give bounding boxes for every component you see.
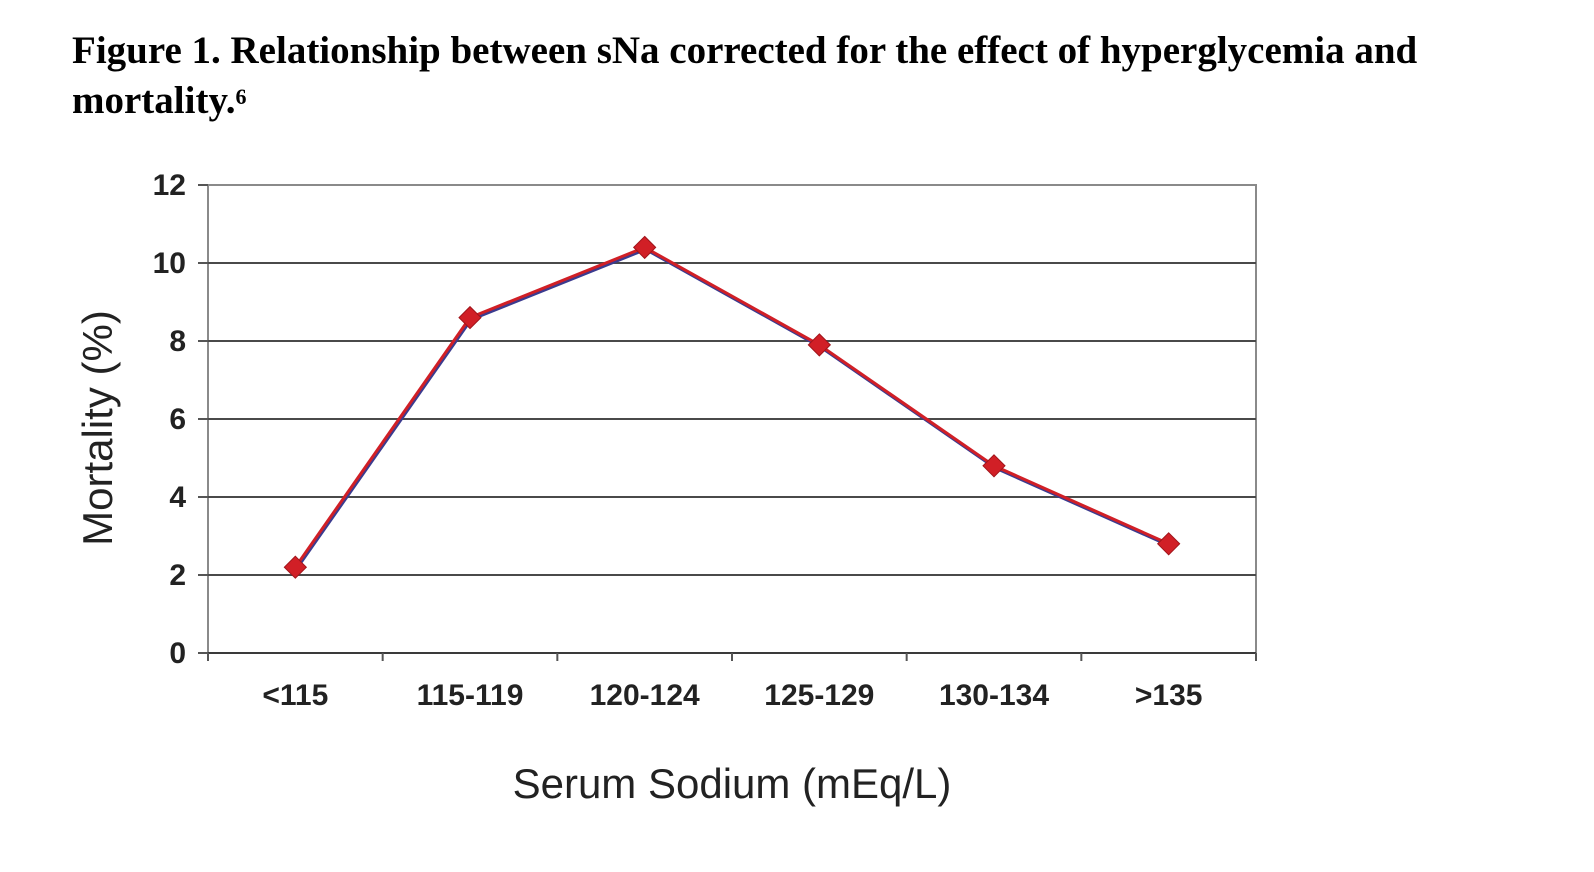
x-tick-label: <115 <box>262 679 328 712</box>
y-axis-ticks: 0 2 4 6 8 10 12 <box>153 169 208 670</box>
y-tick-label: 12 <box>153 169 186 202</box>
data-point-marker <box>1156 532 1181 556</box>
figure-caption: Figure 1. Relationship between sNa corre… <box>72 26 1552 126</box>
data-point-marker <box>283 555 308 579</box>
y-tick-label: 10 <box>153 247 186 280</box>
series-line <box>294 245 1170 569</box>
x-axis-ticks: <115 115-119 120-124 125-129 130-134 >135 <box>207 652 1257 712</box>
data-point-marker <box>982 454 1006 478</box>
gridlines <box>208 262 1256 576</box>
data-point-marker <box>632 235 657 260</box>
y-axis-title: Mortality (%) <box>74 310 121 546</box>
series-group <box>283 235 1181 579</box>
y-tick-label: 2 <box>169 559 186 592</box>
y-tick-label: 4 <box>169 481 186 514</box>
x-tick-label: 120-124 <box>590 679 700 712</box>
x-tick-label: 125-129 <box>764 679 874 712</box>
x-tick-label: 115-119 <box>417 679 524 712</box>
y-tick-label: 6 <box>169 403 186 436</box>
y-tick-label: 0 <box>169 637 186 670</box>
x-tick-label: 130-134 <box>939 679 1049 712</box>
x-axis-title: Serum Sodium (mEq/L) <box>513 760 952 807</box>
caption-text: Figure 1. Relationship between sNa corre… <box>72 29 1418 122</box>
caption-superscript: 6 <box>235 84 247 109</box>
y-tick-label: 8 <box>169 325 186 358</box>
data-point-marker <box>458 305 482 330</box>
data-point-marker <box>807 333 832 357</box>
x-tick-label: >135 <box>1135 679 1203 712</box>
